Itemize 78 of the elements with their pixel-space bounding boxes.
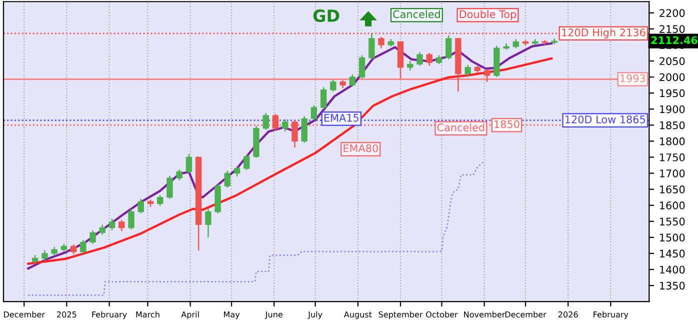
candlestick bbox=[244, 154, 250, 171]
y-tick-label: 1650 bbox=[660, 186, 685, 194]
ref-line-label: 1993 bbox=[620, 74, 646, 82]
candlestick bbox=[90, 230, 96, 244]
candlestick bbox=[301, 116, 308, 144]
y-tick-label: 1700 bbox=[660, 169, 685, 178]
candlestick bbox=[378, 36, 384, 49]
candlestick bbox=[138, 198, 144, 214]
candlestick bbox=[186, 153, 192, 174]
x-tick-label: September bbox=[378, 311, 423, 320]
ref-line-label: 120D High 2136 bbox=[562, 28, 646, 38]
x-tick-label: July bbox=[308, 311, 322, 320]
y-tick-label: 1750 bbox=[660, 153, 685, 162]
y-tick-label: 1600 bbox=[660, 202, 685, 210]
y-tick-label: 1350 bbox=[660, 282, 685, 290]
x-tick-label: June bbox=[264, 312, 282, 320]
candlestick bbox=[166, 175, 173, 200]
y-tick-label: 1850 bbox=[660, 121, 685, 130]
ref-line-label: 120D Low 1865 bbox=[566, 115, 645, 124]
x-tick-label: February bbox=[594, 311, 628, 320]
candlestick bbox=[262, 112, 269, 131]
y-tick-label: 2000 bbox=[660, 73, 685, 82]
candlestick bbox=[205, 208, 212, 238]
candlestick bbox=[464, 64, 471, 78]
x-tick-label: April bbox=[181, 311, 199, 320]
candlestick bbox=[330, 78, 336, 92]
candlestick bbox=[272, 113, 279, 132]
x-tick-label: December bbox=[505, 311, 546, 318]
candlestick bbox=[42, 250, 48, 262]
candlestick bbox=[224, 170, 231, 188]
annotation: Canceled bbox=[393, 10, 440, 18]
y-tick-label: 2150 bbox=[660, 25, 685, 33]
candlestick bbox=[349, 74, 356, 88]
candlestick bbox=[320, 86, 327, 110]
y-tick-label: 1800 bbox=[660, 137, 685, 146]
x-tick-label: 2025 bbox=[57, 311, 76, 318]
candlestick bbox=[368, 32, 375, 60]
y-tick-label: 1450 bbox=[660, 250, 685, 258]
candlestick bbox=[108, 218, 116, 231]
candlestick bbox=[310, 104, 318, 121]
candlestick bbox=[70, 244, 77, 255]
candlestick bbox=[358, 54, 366, 80]
candlestick bbox=[156, 194, 164, 207]
y-tick-label: 1400 bbox=[660, 266, 685, 274]
annotation: EMA15 bbox=[324, 114, 358, 122]
candlestick bbox=[118, 219, 125, 232]
x-tick-label: 2026 bbox=[558, 311, 578, 318]
candlestick bbox=[416, 51, 423, 66]
candlestick bbox=[282, 118, 288, 132]
candlestick bbox=[484, 68, 490, 82]
annotation: Canceled bbox=[437, 123, 484, 132]
candlestick bbox=[99, 224, 106, 236]
annotation: Double Top bbox=[460, 10, 516, 20]
x-tick-label: October bbox=[426, 311, 458, 318]
x-tick-label: August bbox=[344, 312, 372, 320]
ref-line-label: 1850 bbox=[494, 120, 520, 128]
line-series bbox=[28, 162, 484, 296]
x-tick-label: February bbox=[92, 311, 127, 320]
candlestick bbox=[128, 208, 134, 230]
x-tick-label: May bbox=[224, 312, 240, 320]
annotation: GD bbox=[313, 9, 340, 22]
y-tick-label: 1500 bbox=[660, 234, 685, 242]
x-tick-label: March bbox=[136, 311, 160, 318]
text: 2112.46 bbox=[651, 36, 698, 44]
y-tick-label: 1550 bbox=[660, 218, 685, 226]
candlestick bbox=[80, 239, 86, 254]
y-tick-label: 2050 bbox=[660, 57, 685, 66]
y-tick-label: 1900 bbox=[660, 105, 685, 114]
y-tick-label: 1950 bbox=[660, 89, 685, 98]
candlestick bbox=[234, 166, 240, 178]
x-tick-label: December bbox=[4, 311, 45, 318]
candlestick bbox=[426, 52, 432, 66]
y-tick-label: 2200 bbox=[660, 9, 685, 17]
annotation: EMA80 bbox=[344, 144, 378, 152]
x-tick-label: November bbox=[464, 311, 506, 318]
candlestick bbox=[176, 168, 182, 181]
candlestick bbox=[292, 120, 298, 148]
candlestick bbox=[445, 34, 452, 60]
